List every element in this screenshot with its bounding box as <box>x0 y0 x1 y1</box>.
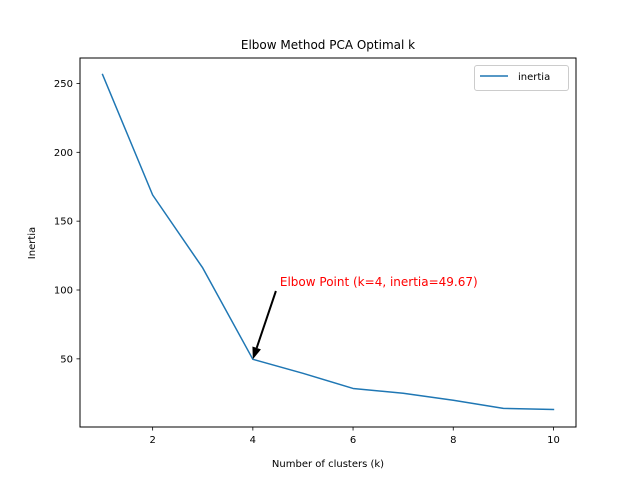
legend-label: inertia <box>518 72 550 83</box>
annotation-text: Elbow Point (k=4, inertia=49.67) <box>280 275 478 289</box>
x-tick-label: 8 <box>450 435 456 446</box>
y-tick-label: 50 <box>60 354 73 365</box>
axes-frame <box>79 57 577 428</box>
legend: inertia <box>474 65 569 91</box>
annotation: Elbow Point (k=4, inertia=49.67) <box>252 275 478 360</box>
y-axis-label: Inertia <box>27 227 38 259</box>
y-tick-label: 100 <box>54 286 73 297</box>
axis-ticks: 2 4 6 8 10 50 100 150 200 250 <box>54 79 560 446</box>
y-tick-label: 150 <box>54 217 73 228</box>
series-line-inertia <box>101 73 555 411</box>
x-tick-label: 6 <box>350 435 356 446</box>
x-axis-label: Number of clusters (k) <box>272 459 384 470</box>
plot-area <box>101 73 555 411</box>
legend-box <box>474 65 569 91</box>
y-tick-label: 200 <box>54 148 73 159</box>
annotation-arrow-head <box>252 346 261 360</box>
x-tick-label: 10 <box>547 435 560 446</box>
x-tick-label: 4 <box>250 435 256 446</box>
x-tick-label: 2 <box>149 435 155 446</box>
chart-title: Elbow Method PCA Optimal k <box>241 38 415 52</box>
annotation-arrow-shaft <box>255 290 277 349</box>
y-tick-label: 250 <box>54 79 73 90</box>
